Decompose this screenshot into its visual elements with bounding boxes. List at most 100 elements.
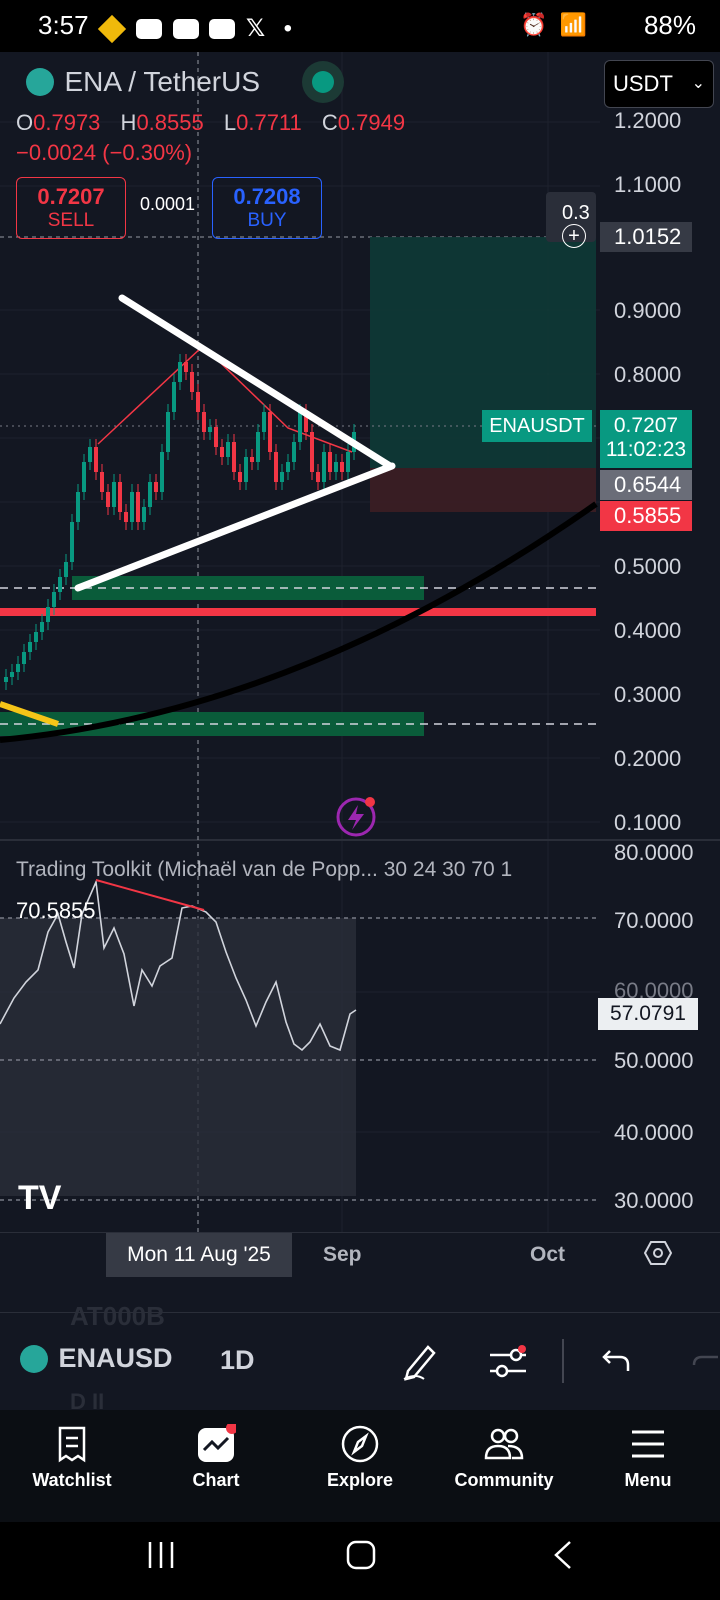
candle	[34, 632, 38, 642]
chart-icon	[198, 1424, 236, 1462]
symbol-code: ENAUSD	[58, 1343, 173, 1373]
indicator-axis-label: 40.0000	[614, 1120, 694, 1145]
nav-community[interactable]: Community	[432, 1410, 576, 1491]
undo-icon[interactable]	[600, 1347, 632, 1380]
candle	[52, 592, 56, 607]
bottom-navigation: Watchlist Chart Explore Community Menu	[0, 1410, 720, 1522]
close-label: C	[321, 110, 338, 135]
high-value: 0.8555	[136, 110, 204, 135]
candle	[4, 677, 8, 682]
candle	[172, 382, 176, 412]
candle	[118, 482, 122, 512]
candle	[268, 412, 272, 452]
nav-explore[interactable]: Explore	[288, 1410, 432, 1491]
spread-value: 0.0001	[140, 194, 196, 214]
candle	[82, 462, 86, 492]
youtube-icon	[209, 18, 236, 39]
candle	[256, 432, 260, 462]
hamburger-menu-icon	[632, 1430, 664, 1458]
add-level-icon[interactable]: +	[562, 224, 586, 248]
indicator-axis-label: 30.0000	[614, 1188, 694, 1213]
candle	[328, 452, 332, 472]
system-icons: ⏰ 📶	[520, 12, 587, 38]
buy-label: BUY	[247, 210, 287, 231]
candle	[136, 492, 140, 522]
candle	[310, 432, 314, 472]
candle	[160, 452, 164, 492]
status-time: 3:57	[38, 10, 89, 40]
candle	[346, 452, 350, 472]
last-price: 0.7207	[613, 414, 679, 437]
candle	[304, 412, 308, 432]
ena-logo-icon	[26, 68, 54, 96]
candle	[196, 392, 200, 412]
nav-watchlist[interactable]: Watchlist	[0, 1410, 144, 1491]
candle	[334, 462, 338, 472]
back-icon[interactable]	[552, 1540, 576, 1575]
recent-apps-icon[interactable]	[146, 1540, 176, 1575]
symbol-switcher[interactable]: ENAUSD	[20, 1343, 172, 1374]
stop-price-tag: 0.5855	[600, 501, 692, 531]
crosshair-date-tag: Mon 11 Aug '25	[106, 1233, 292, 1277]
time-label-oct: Oct	[530, 1243, 566, 1266]
dot-icon: •	[283, 14, 293, 42]
binance-icon	[97, 14, 127, 43]
sell-button[interactable]: 0.7207 SELL	[16, 177, 126, 239]
buy-button[interactable]: 0.7208 BUY	[212, 177, 322, 239]
notification-icons: 𝕏 •	[97, 14, 293, 43]
price-axis-label: 0.4000	[614, 618, 682, 643]
nav-label: Watchlist	[32, 1470, 112, 1490]
candle	[316, 472, 320, 482]
symbol-header[interactable]: ENA / TetherUS	[26, 66, 335, 98]
chart-settings-icon[interactable]	[643, 1239, 673, 1267]
sell-label: SELL	[47, 210, 95, 231]
candle	[232, 442, 236, 472]
low-label: L	[223, 110, 237, 135]
indicators-icon[interactable]	[488, 1345, 528, 1386]
candle	[220, 447, 224, 457]
currency-label: USDT	[613, 71, 673, 96]
redo-icon[interactable]	[690, 1347, 720, 1380]
nav-chart[interactable]: Chart	[144, 1410, 288, 1491]
candle	[208, 427, 212, 432]
indicator-title[interactable]: Trading Toolkit (Michaël van de Popp... …	[16, 858, 513, 881]
system-navigation	[0, 1522, 720, 1600]
ghost-text: AT000B	[70, 1301, 165, 1331]
open-label: O	[16, 110, 34, 135]
home-icon[interactable]	[346, 1540, 376, 1575]
chart-area[interactable]: TV ENA / TetherUS USDT ⌄ O0.7973 H0.8555…	[0, 52, 720, 1312]
time-axis[interactable]: Mon 11 Aug '25 Sep Oct	[0, 1232, 720, 1289]
candle	[292, 442, 296, 462]
candle	[94, 447, 98, 472]
price-axis-label: 0.2000	[614, 746, 682, 771]
candle	[124, 512, 128, 522]
candle	[238, 472, 242, 482]
candle	[58, 577, 62, 592]
candle	[10, 672, 14, 677]
entry-price-tag: 0.6544	[600, 470, 692, 500]
candle	[202, 412, 206, 432]
price-axis-label: 1.2000	[614, 108, 682, 133]
market-open-icon	[312, 71, 335, 93]
battery-level: 88%	[643, 10, 696, 40]
lightning-icon[interactable]	[336, 797, 376, 837]
candle	[166, 412, 170, 452]
candle	[64, 562, 68, 577]
nav-label: Chart	[192, 1470, 240, 1490]
open-value: 0.7973	[33, 110, 101, 135]
candle	[40, 622, 44, 632]
candle	[190, 372, 194, 392]
nav-menu[interactable]: Menu	[576, 1410, 720, 1491]
time-label-sep: Sep	[323, 1243, 362, 1266]
partial-tag-value: 0.3	[562, 202, 590, 224]
currency-select[interactable]: USDT ⌄	[604, 60, 714, 108]
price-chart-canvas[interactable]: TV	[0, 52, 720, 1312]
drawing-tools-icon[interactable]	[402, 1341, 438, 1386]
indicator-axis-label: 50.0000	[614, 1048, 694, 1073]
nav-label: Community	[454, 1470, 554, 1490]
interval-button[interactable]: 1D	[220, 1345, 255, 1375]
candle	[148, 482, 152, 507]
candle	[106, 492, 110, 507]
youtube-icon	[136, 18, 163, 39]
indicator-axis-label: 70.0000	[614, 908, 694, 933]
